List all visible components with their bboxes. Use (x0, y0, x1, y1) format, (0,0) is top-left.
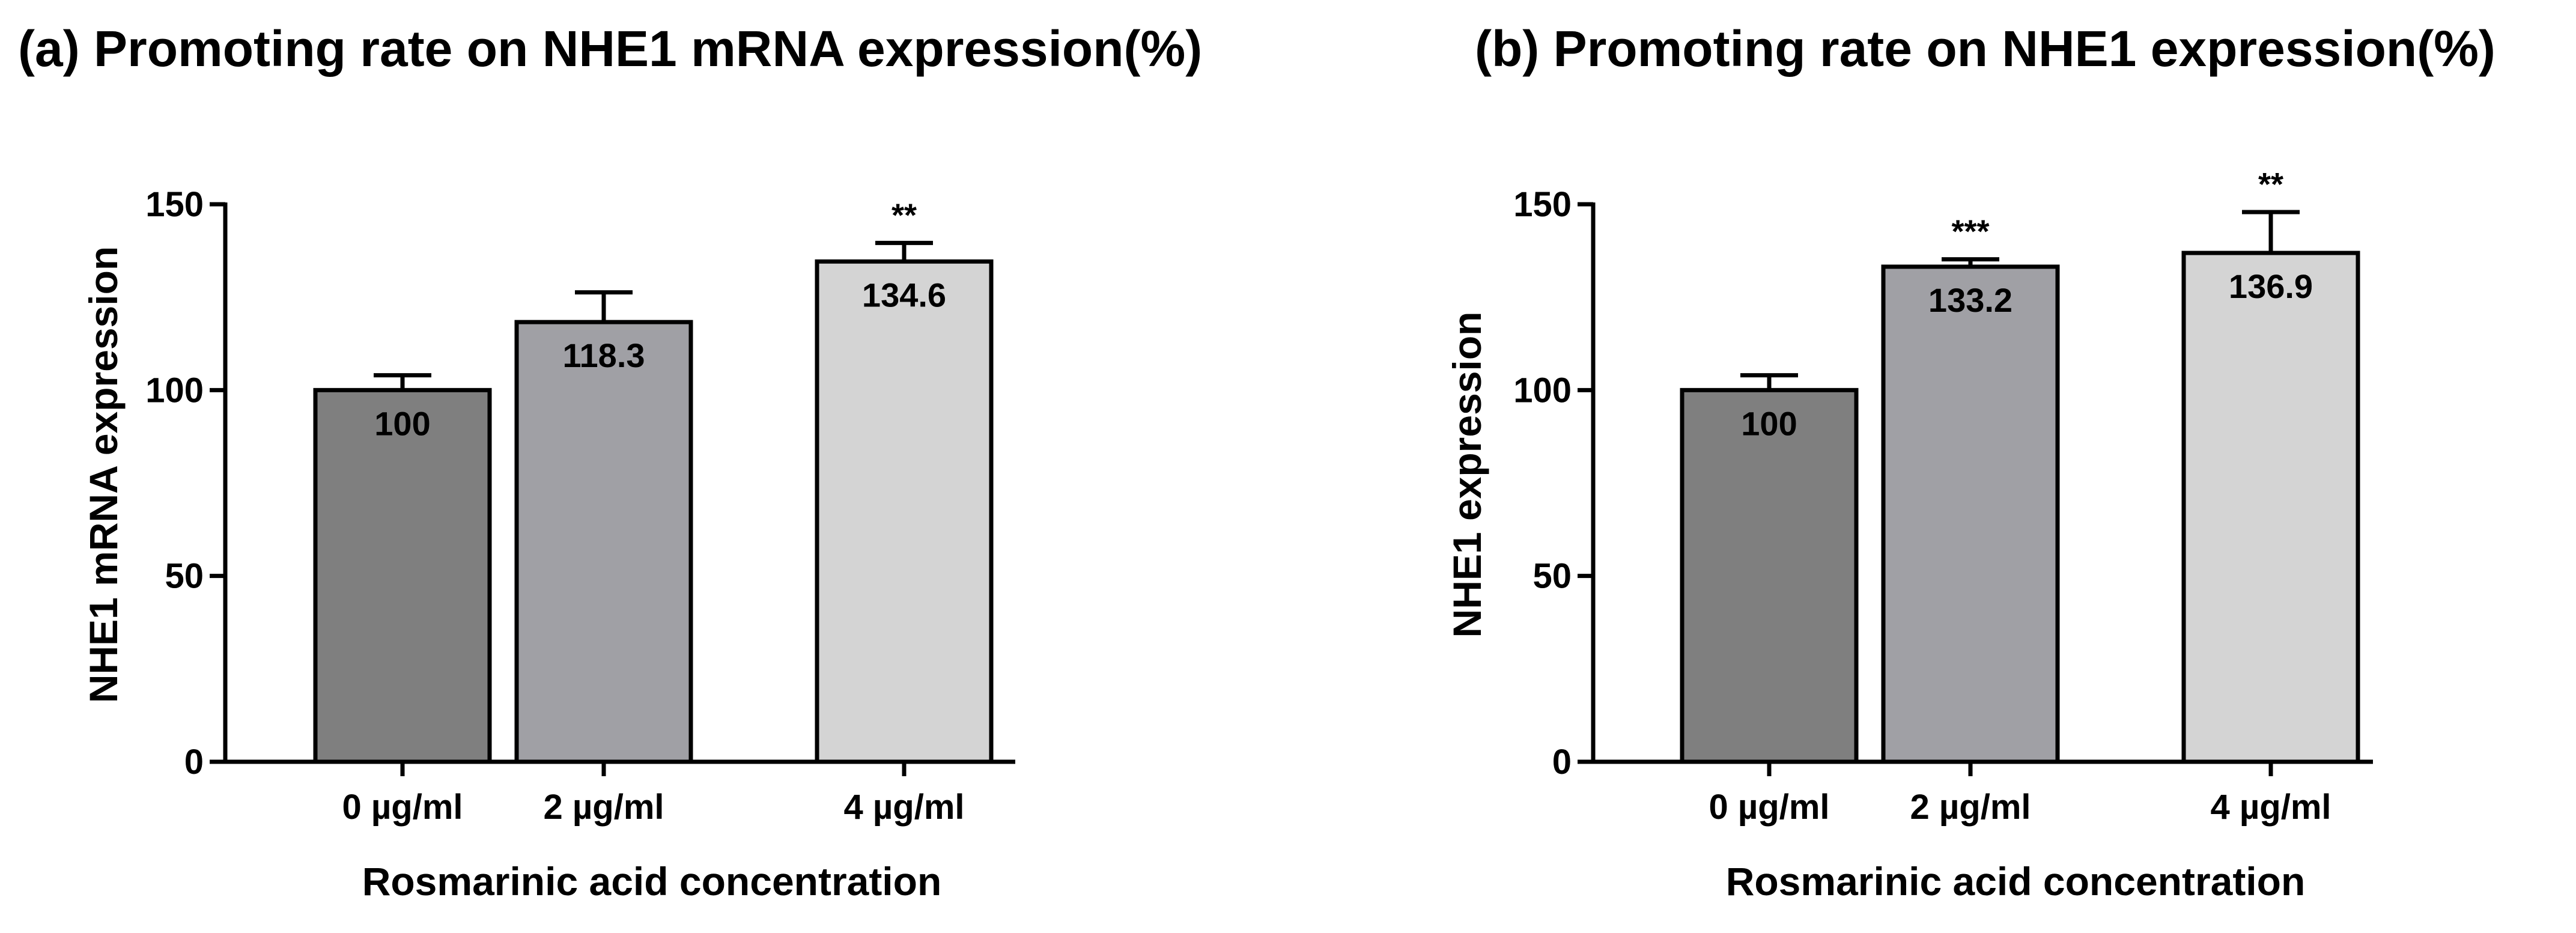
x-tick-label: 2 µg/ml (543, 788, 664, 827)
bar-value-label: 100 (1741, 404, 1797, 442)
significance-marker: ** (892, 197, 917, 233)
y-tick-label: 150 (145, 185, 204, 224)
panel-a: (a) Promoting rate on NHE1 mRNA expressi… (18, 20, 1202, 904)
panel-a-title: (a) Promoting rate on NHE1 mRNA expressi… (18, 20, 1202, 77)
y-tick-label: 100 (145, 371, 204, 410)
panel-a-xlabel: Rosmarinic acid concentration (362, 859, 942, 904)
panel-a-plot: 0 50 100 150 0 µg/ml 100 2 µg/ml 118.3 4 µg/ml 13… (145, 185, 1015, 827)
panel-b: (b) Promoting rate on NHE1 expression(%)… (1445, 20, 2496, 904)
y-tick-label: 50 (1533, 557, 1572, 596)
bar (2181, 251, 2360, 764)
bar (1881, 264, 2060, 764)
significance-marker: *** (1951, 214, 1989, 250)
y-tick-label: 0 (184, 743, 204, 782)
bar (815, 259, 994, 764)
x-tick-label: 2 µg/ml (1910, 788, 2031, 827)
panel-b-ylabel: NHE1 expression (1445, 312, 1489, 638)
x-tick-label: 4 µg/ml (2210, 788, 2331, 827)
y-tick-label: 50 (165, 557, 204, 596)
panel-b-title: (b) Promoting rate on NHE1 expression(%) (1475, 20, 2496, 77)
y-tick-label: 0 (1552, 743, 1572, 782)
x-tick-label: 0 µg/ml (342, 788, 463, 827)
panel-b-xlabel: Rosmarinic acid concentration (1726, 859, 2306, 904)
significance-marker: ** (2258, 166, 2283, 202)
bar-value-label: 133.2 (1928, 281, 2012, 319)
bar-value-label: 136.9 (2229, 267, 2313, 305)
bar-value-label: 118.3 (562, 336, 645, 374)
y-tick-label: 150 (1513, 185, 1572, 224)
panel-a-ylabel: NHE1 mRNA expression (81, 246, 126, 703)
bar (313, 387, 492, 764)
panel-b-plot: 0 50 100 150 0 µg/ml 100 2 µg/ml 133.2 *** 4 µg/m… (1513, 166, 2373, 827)
bar (1680, 387, 1859, 764)
bar-value-label: 134.6 (862, 276, 946, 314)
y-tick-label: 100 (1513, 371, 1572, 410)
x-tick-label: 0 µg/ml (1709, 788, 1829, 827)
x-tick-label: 4 µg/ml (843, 788, 964, 827)
bar-value-label: 100 (374, 404, 430, 442)
bar (514, 320, 693, 764)
